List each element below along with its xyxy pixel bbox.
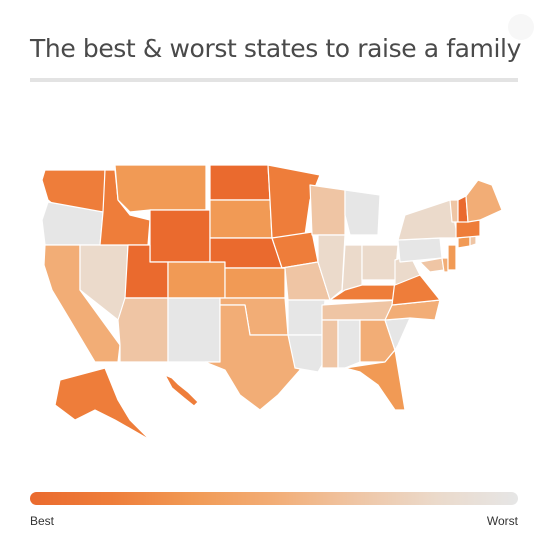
legend-worst-label: Worst	[486, 514, 518, 528]
legend-gradient-bar	[30, 492, 518, 505]
state-az[interactable]	[117, 297, 169, 363]
state-sd[interactable]	[209, 199, 273, 239]
state-co[interactable]	[167, 261, 226, 299]
state-mt[interactable]	[114, 164, 207, 213]
state-wy[interactable]	[149, 209, 211, 263]
state-ma[interactable]	[455, 219, 481, 239]
state-ks[interactable]	[224, 267, 286, 299]
state-ak[interactable]	[54, 367, 151, 441]
page-title: The best & worst states to raise a famil…	[30, 34, 521, 63]
state-oh[interactable]	[361, 244, 399, 281]
title-divider	[30, 78, 518, 82]
state-fl[interactable]	[344, 349, 406, 411]
us-map	[41, 164, 503, 441]
state-ms[interactable]	[321, 319, 339, 369]
state-pa[interactable]	[397, 237, 443, 263]
state-shapes	[41, 164, 503, 441]
state-de[interactable]	[441, 257, 449, 273]
corner-badge	[508, 14, 534, 40]
state-ar[interactable]	[287, 299, 326, 336]
state-al[interactable]	[337, 319, 361, 369]
legend-best-label: Best	[30, 514, 55, 528]
state-vt[interactable]	[449, 199, 459, 223]
state-ky[interactable]	[329, 284, 396, 301]
state-nj[interactable]	[447, 244, 457, 271]
state-tx[interactable]	[204, 304, 301, 411]
state-nd[interactable]	[209, 164, 271, 201]
state-ri[interactable]	[469, 235, 477, 247]
state-in[interactable]	[341, 244, 363, 293]
state-hi[interactable]	[164, 374, 199, 407]
state-mi[interactable]	[344, 189, 381, 236]
state-nm[interactable]	[167, 297, 221, 363]
state-ny[interactable]	[397, 199, 459, 241]
state-wi[interactable]	[309, 184, 346, 236]
state-il[interactable]	[317, 234, 346, 301]
state-me[interactable]	[465, 179, 503, 223]
